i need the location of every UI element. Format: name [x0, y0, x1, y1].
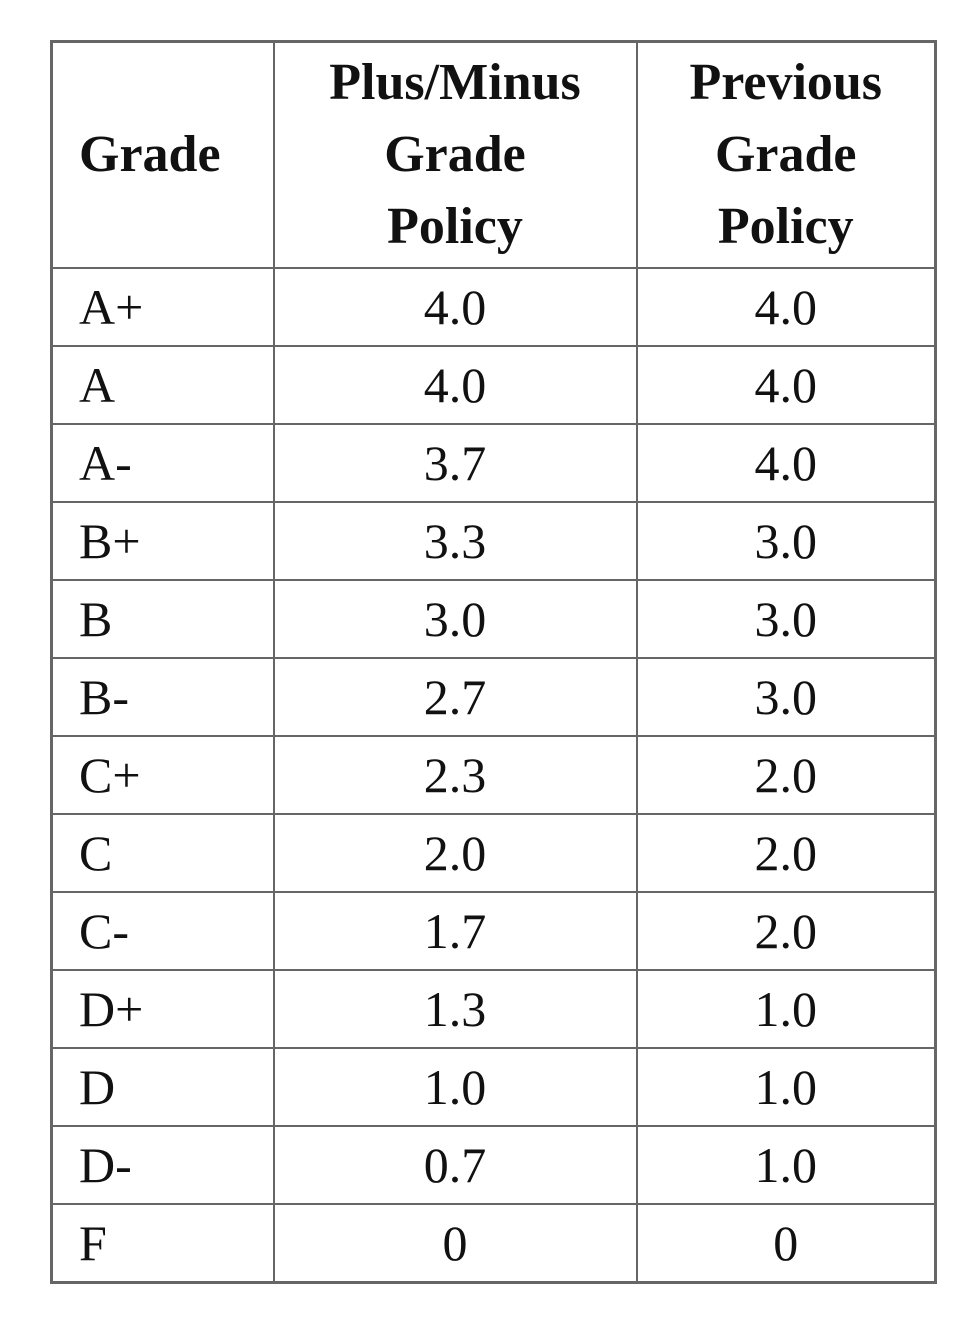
table-row: D 1.0 1.0 [50, 1047, 937, 1127]
value-cell: 3.0 [272, 579, 638, 659]
value-cell: 1.0 [635, 969, 937, 1049]
table-row: D- 0.7 1.0 [50, 1125, 937, 1205]
header-cell: Previous Grade Policy [635, 40, 937, 269]
table-row: C- 1.7 2.0 [50, 891, 937, 971]
header-row: Grade Plus/Minus Grade Policy Previous Gra… [50, 40, 937, 269]
value-cell: 0.7 [272, 1125, 638, 1205]
table-row: B- 2.7 3.0 [50, 657, 937, 737]
table-row: D+ 1.3 1.0 [50, 969, 937, 1049]
value-cell: 1.3 [272, 969, 638, 1049]
header-cell: Grade [50, 40, 275, 269]
value-cell: 2.0 [272, 813, 638, 893]
value-cell: 1.7 [272, 891, 638, 971]
value-cell: 0 [635, 1203, 937, 1284]
value-cell: 4.0 [635, 423, 937, 503]
grade-cell: B+ [50, 501, 275, 581]
table-row: B+ 3.3 3.0 [50, 501, 937, 581]
grade-table: Grade Plus/Minus Grade Policy Previous Gra… [50, 40, 937, 1284]
value-cell: 2.0 [635, 891, 937, 971]
value-cell: 2.7 [272, 657, 638, 737]
grade-cell: D+ [50, 969, 275, 1049]
grade-cell: A+ [50, 267, 275, 347]
value-cell: 2.0 [635, 735, 937, 815]
grade-cell: C [50, 813, 275, 893]
table-row: C+ 2.3 2.0 [50, 735, 937, 815]
value-cell: 4.0 [635, 345, 937, 425]
value-cell: 1.0 [272, 1047, 638, 1127]
value-cell: 4.0 [272, 267, 638, 347]
table-body: A+ 4.0 4.0 A 4.0 4.0 A- 3.7 4.0 B+ 3.3 3.0 B 3.0 3.0 B-… [50, 267, 937, 1284]
grade-cell: D [50, 1047, 275, 1127]
grade-cell: C+ [50, 735, 275, 815]
grade-cell: B- [50, 657, 275, 737]
value-cell: 4.0 [272, 345, 638, 425]
grade-cell: D- [50, 1125, 275, 1205]
value-cell: 3.0 [635, 657, 937, 737]
value-cell: 3.7 [272, 423, 638, 503]
value-cell: 2.3 [272, 735, 638, 815]
grade-cell: C- [50, 891, 275, 971]
table-row: A- 3.7 4.0 [50, 423, 937, 503]
grade-cell: F [50, 1203, 275, 1284]
table-row: A+ 4.0 4.0 [50, 267, 937, 347]
grade-cell: A- [50, 423, 275, 503]
value-cell: 4.0 [635, 267, 937, 347]
header-cell: Plus/Minus Grade Policy [272, 40, 638, 269]
grade-cell: B [50, 579, 275, 659]
value-cell: 3.3 [272, 501, 638, 581]
value-cell: 0 [272, 1203, 638, 1284]
value-cell: 1.0 [635, 1125, 937, 1205]
value-cell: 3.0 [635, 501, 937, 581]
value-cell: 2.0 [635, 813, 937, 893]
table-row: B 3.0 3.0 [50, 579, 937, 659]
grade-cell: A [50, 345, 275, 425]
table-row: C 2.0 2.0 [50, 813, 937, 893]
table-row: A 4.0 4.0 [50, 345, 937, 425]
value-cell: 1.0 [635, 1047, 937, 1127]
value-cell: 3.0 [635, 579, 937, 659]
